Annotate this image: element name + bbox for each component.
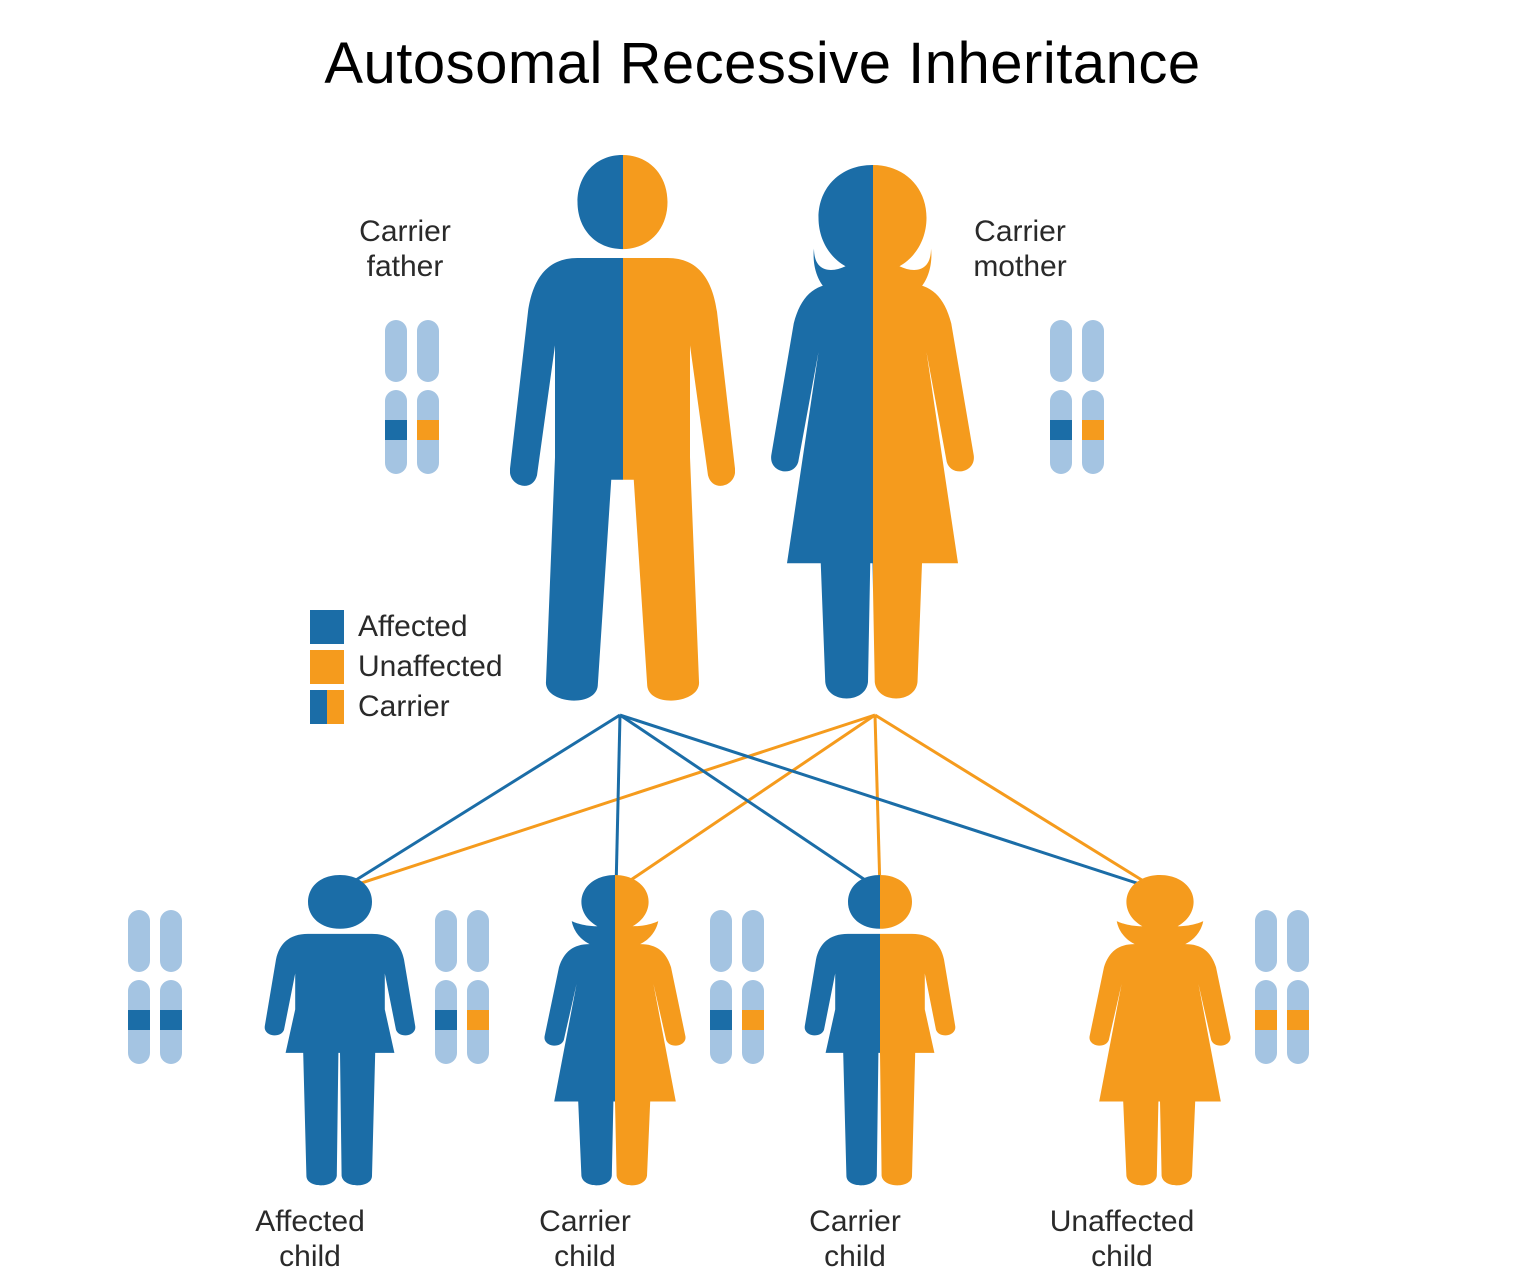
chromosomes-child-1 (128, 910, 182, 1064)
chromosomes-father (385, 320, 439, 474)
legend-swatch (310, 610, 344, 644)
legend-label: Unaffected (358, 650, 503, 684)
child-4 (1080, 875, 1240, 1195)
legend-item: Carrier (310, 690, 503, 724)
chromosomes-child-2 (435, 910, 489, 1064)
label-father: Carrierfather (285, 215, 525, 284)
legend-item: Affected (310, 610, 503, 644)
legend-item: Unaffected (310, 650, 503, 684)
label-child-1: Affectedchild (190, 1205, 430, 1272)
label-child-2: Carrierchild (465, 1205, 705, 1272)
child-2 (535, 875, 695, 1195)
legend-swatch (310, 690, 344, 724)
label-mother: Carriermother (900, 215, 1140, 284)
chromosomes-child-4 (1255, 910, 1309, 1064)
legend: Affected Unaffected Carrier (310, 610, 503, 730)
parent-father (510, 155, 735, 715)
label-child-4: Unaffectedchild (1002, 1205, 1242, 1272)
legend-label: Affected (358, 610, 468, 644)
legend-label: Carrier (358, 690, 450, 724)
child-3 (800, 875, 960, 1195)
chromosomes-child-3 (710, 910, 764, 1064)
inheritance-diagram: Autosomal Recessive InheritanceCarrierfa… (0, 0, 1525, 1272)
child-1 (260, 875, 420, 1195)
legend-swatch (310, 650, 344, 684)
label-child-3: Carrierchild (735, 1205, 975, 1272)
chromosomes-mother (1050, 320, 1104, 474)
